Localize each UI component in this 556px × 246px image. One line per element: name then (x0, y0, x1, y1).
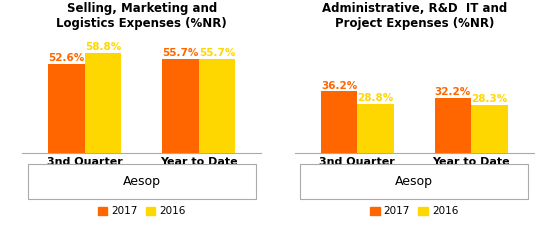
Text: 58.8%: 58.8% (85, 43, 121, 52)
Bar (321, 92, 358, 153)
Bar (471, 105, 508, 153)
Bar (198, 59, 235, 153)
Bar (358, 104, 394, 153)
Text: Aesop: Aesop (123, 175, 161, 188)
Text: Aesop: Aesop (395, 175, 433, 188)
Text: 55.7%: 55.7% (198, 48, 235, 58)
Text: 28.8%: 28.8% (358, 93, 394, 103)
Text: 36.2%: 36.2% (321, 81, 357, 91)
Bar (48, 64, 85, 153)
Title: Selling, Marketing and
Logistics Expenses (%NR): Selling, Marketing and Logistics Expense… (56, 2, 227, 31)
Bar (85, 53, 121, 153)
Text: 52.6%: 52.6% (48, 53, 85, 63)
Text: 28.3%: 28.3% (471, 94, 508, 104)
Bar (435, 98, 471, 153)
Bar (162, 59, 198, 153)
Text: 32.2%: 32.2% (435, 87, 471, 97)
Legend: 2017, 2016: 2017, 2016 (366, 202, 463, 220)
Legend: 2017, 2016: 2017, 2016 (93, 202, 190, 220)
Text: 55.7%: 55.7% (162, 48, 198, 58)
Title: Administrative, R&D  IT and
Project Expenses (%NR): Administrative, R&D IT and Project Expen… (321, 2, 507, 31)
